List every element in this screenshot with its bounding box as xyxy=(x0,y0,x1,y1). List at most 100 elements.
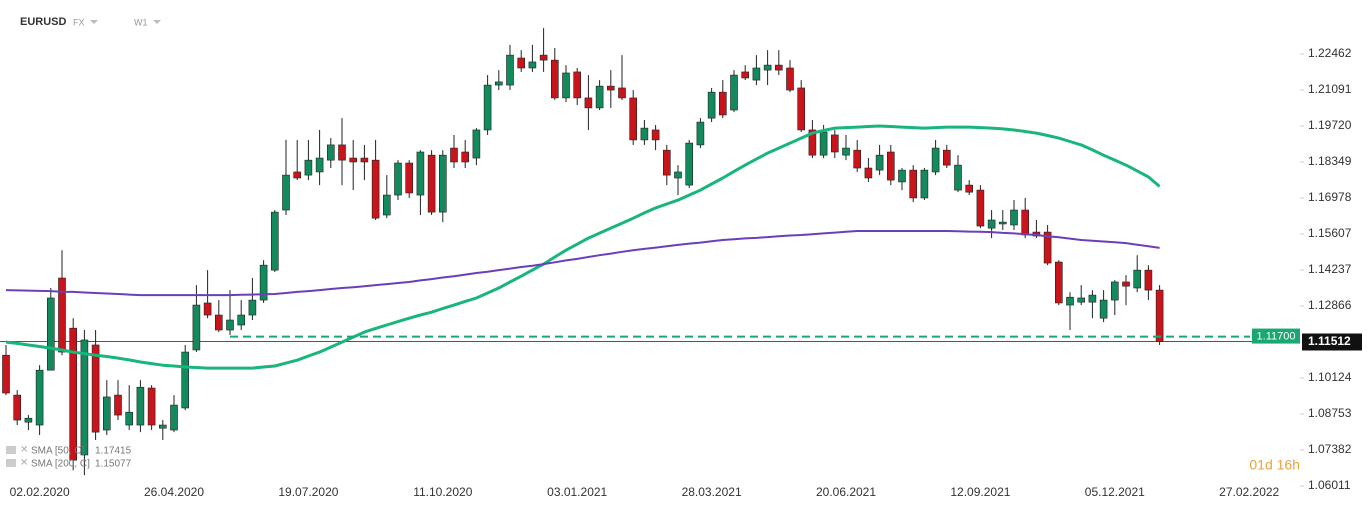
candle-body xyxy=(248,299,257,316)
y-tick-label: 1.08753 xyxy=(1308,406,1352,420)
candle-body xyxy=(181,351,189,409)
candle-body xyxy=(472,129,481,159)
candle-body xyxy=(1122,281,1130,287)
candle-body xyxy=(1144,269,1153,291)
y-tick-label: 1.10124 xyxy=(1308,370,1352,384)
candle-body xyxy=(1066,296,1074,306)
candle-body xyxy=(58,277,66,353)
candle-body xyxy=(976,189,985,227)
y-tick-label: 1.15607 xyxy=(1308,226,1352,240)
candle-body xyxy=(954,164,962,191)
candle-body xyxy=(685,142,694,186)
candle-body xyxy=(618,87,626,99)
candle-body xyxy=(304,159,313,176)
candle-body xyxy=(91,344,100,433)
candle-body xyxy=(438,154,447,213)
candle-body xyxy=(1021,209,1030,236)
candle-body xyxy=(875,154,884,171)
candles xyxy=(2,28,1164,476)
candle-body xyxy=(1055,261,1063,304)
candle-body xyxy=(136,386,145,426)
candle-body xyxy=(35,369,44,426)
candle-body xyxy=(1111,281,1119,301)
candle-body xyxy=(718,91,727,116)
candle-body xyxy=(864,167,873,179)
candle-body xyxy=(797,87,806,131)
legend-icon[interactable] xyxy=(6,446,16,454)
x-tick-label: 12.09.2021 xyxy=(950,485,1010,499)
candle-body xyxy=(550,59,559,99)
candle-body xyxy=(360,157,369,163)
candle-body xyxy=(46,297,55,371)
y-tick-label: 1.06011 xyxy=(1308,478,1351,492)
sma-line xyxy=(5,230,1160,297)
x-tick-label: 05.12.2021 xyxy=(1085,485,1145,499)
candle-body xyxy=(338,144,346,161)
candle-body xyxy=(528,61,537,69)
candle-body xyxy=(819,131,828,156)
candle-body xyxy=(326,144,335,161)
candle-body xyxy=(293,171,302,179)
candle-body xyxy=(606,85,615,91)
level-box xyxy=(1252,328,1300,344)
symbol[interactable]: EURUSD xyxy=(20,16,67,28)
candle-body xyxy=(103,396,111,431)
candle-body xyxy=(382,194,391,216)
countdown: 01d 16h xyxy=(1249,457,1300,473)
dropdown-caret[interactable] xyxy=(90,20,98,24)
y-tick-label: 1.12866 xyxy=(1308,298,1352,312)
candle-body xyxy=(114,394,122,416)
dropdown-caret[interactable] xyxy=(153,20,161,24)
candle-body xyxy=(909,169,918,199)
candle-body xyxy=(1043,231,1052,264)
candle-body xyxy=(730,74,738,111)
candle-body xyxy=(282,174,290,211)
candle-body xyxy=(998,221,1007,225)
candle-body xyxy=(1099,299,1108,319)
candle-body xyxy=(461,151,470,163)
candle-body xyxy=(774,64,783,71)
candle-body xyxy=(315,157,324,173)
candle-body xyxy=(752,67,761,81)
level-label: 1.11700 xyxy=(1257,330,1296,342)
x-tick-label: 02.02.2020 xyxy=(10,485,70,499)
candle-body xyxy=(584,97,593,109)
y-tick-label: 1.18349 xyxy=(1308,154,1352,168)
candle-body xyxy=(494,81,503,86)
candle-body xyxy=(506,54,514,86)
candle-body xyxy=(349,157,358,163)
candle-body xyxy=(80,339,89,456)
candle-body xyxy=(629,97,638,141)
candle-body xyxy=(853,149,862,169)
close-icon[interactable]: ✕ xyxy=(20,458,28,469)
legend-icon[interactable] xyxy=(6,459,16,467)
last-price-label: 1.11512 xyxy=(1308,334,1351,348)
y-tick-label: 1.14237 xyxy=(1308,262,1352,276)
candle-body xyxy=(1010,209,1018,226)
candle-body xyxy=(170,404,178,431)
candle-body xyxy=(203,302,212,316)
legend-value: 1.17415 xyxy=(95,446,132,457)
candle-body xyxy=(830,134,839,153)
candle-body xyxy=(1133,269,1141,289)
timeframe[interactable]: W1 xyxy=(134,17,148,27)
candle-body xyxy=(450,147,458,163)
candle-body xyxy=(24,417,33,423)
candle-body xyxy=(371,159,380,219)
candle-body xyxy=(1155,289,1164,342)
y-tick-label: 1.16978 xyxy=(1308,190,1352,204)
candle-body xyxy=(808,129,817,156)
close-icon[interactable]: ✕ xyxy=(20,445,28,456)
candle-body xyxy=(226,319,234,331)
candle-body xyxy=(270,211,279,271)
y-tick-label: 1.19720 xyxy=(1308,118,1352,132)
candle-body xyxy=(517,57,526,69)
candle-body xyxy=(427,154,436,213)
legend-name: SMA [50, C] xyxy=(31,446,85,457)
candle-body xyxy=(13,394,21,421)
candle-body xyxy=(125,411,133,426)
x-tick-label: 19.07.2020 xyxy=(278,485,338,499)
candle-body xyxy=(539,54,548,61)
x-tick-label: 20.06.2021 xyxy=(816,485,876,499)
